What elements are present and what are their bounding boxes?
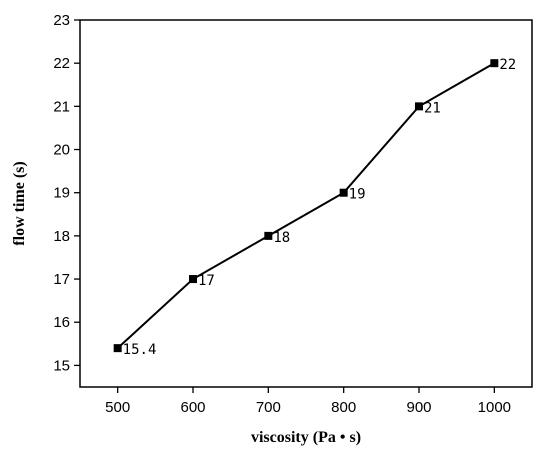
x-tick-label: 800 <box>331 399 356 416</box>
y-tick-label: 18 <box>53 228 70 245</box>
data-point-marker <box>490 59 499 68</box>
y-tick-label: 19 <box>53 185 70 202</box>
data-label: 17 <box>198 273 215 289</box>
y-axis-title: flow time (s) <box>11 161 28 245</box>
plot-area-frame <box>79 19 533 388</box>
x-tick-label: 700 <box>256 399 281 416</box>
x-tick-label: 1000 <box>478 399 511 416</box>
x-tick-label: 900 <box>406 399 431 416</box>
data-label: 22 <box>499 57 516 73</box>
y-axis: 15 16 17 18 19 20 21 22 23 <box>53 12 80 374</box>
data-point-marker <box>264 231 273 240</box>
series-line <box>116 62 495 349</box>
y-tick-label: 16 <box>53 314 70 331</box>
y-tick-label: 21 <box>53 98 70 115</box>
x-tick-label: 500 <box>105 399 130 416</box>
x-axis: 500 600 700 800 900 1000 <box>105 387 511 416</box>
x-axis-title: viscosity (Pa • s) <box>251 429 361 446</box>
y-tick-label: 17 <box>53 271 70 288</box>
series-layer: 15.4 17 18 19 21 22 <box>113 57 516 358</box>
x-tick-label: 600 <box>180 399 205 416</box>
data-label: 18 <box>273 230 290 246</box>
data-point-marker <box>415 102 423 111</box>
y-tick-label: 15 <box>53 357 70 374</box>
data-point-marker <box>113 344 122 353</box>
data-label: 15.4 <box>123 342 157 358</box>
y-tick-label: 22 <box>53 55 70 72</box>
y-tick-label: 20 <box>53 142 70 159</box>
data-point-marker <box>339 188 348 197</box>
data-point-marker <box>189 275 197 284</box>
data-label: 21 <box>424 100 441 116</box>
data-label: 19 <box>349 187 366 203</box>
y-tick-label: 23 <box>53 12 70 29</box>
